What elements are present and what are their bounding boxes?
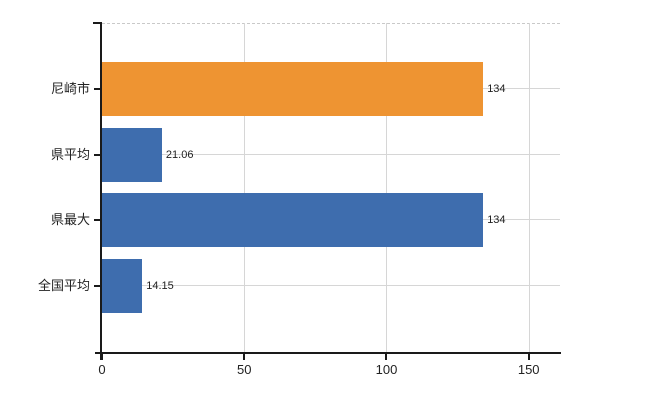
y-tick xyxy=(94,153,100,156)
plot-area: 134 21.06 134 14.15 xyxy=(102,23,560,352)
x-gridline xyxy=(528,23,530,352)
x-tick xyxy=(243,354,246,360)
category-gridline xyxy=(102,285,560,287)
x-tick xyxy=(385,354,388,360)
category-label: 全国平均 xyxy=(37,278,90,294)
category-label: 尼崎市 xyxy=(50,80,90,96)
value-label: 14.15 xyxy=(146,280,174,293)
x-axis-line xyxy=(95,352,561,354)
x-tick-label: 0 xyxy=(98,362,106,377)
x-tick-label: 50 xyxy=(237,362,252,377)
x-gridline xyxy=(244,23,246,352)
bar-3 xyxy=(102,193,484,248)
category-gridline xyxy=(102,153,560,155)
bar-1 xyxy=(102,61,484,116)
bar-2 xyxy=(102,127,162,182)
y-tick xyxy=(94,285,100,288)
value-label: 134 xyxy=(487,214,506,227)
x-tick-label: 100 xyxy=(375,362,398,377)
y-tick-top xyxy=(93,22,100,24)
y-axis-line xyxy=(100,22,102,360)
x-tick xyxy=(101,354,103,360)
y-tick xyxy=(94,219,100,222)
category-label: 県最大 xyxy=(50,212,90,228)
x-gridline xyxy=(386,23,388,352)
category-label: 県平均 xyxy=(50,146,90,162)
bar-4 xyxy=(102,259,143,314)
x-tick xyxy=(527,354,530,360)
y-tick xyxy=(94,87,100,90)
plot-top-border xyxy=(102,23,560,24)
value-label: 21.06 xyxy=(165,148,194,161)
value-label: 134 xyxy=(487,82,506,95)
x-tick-label: 150 xyxy=(517,362,540,377)
